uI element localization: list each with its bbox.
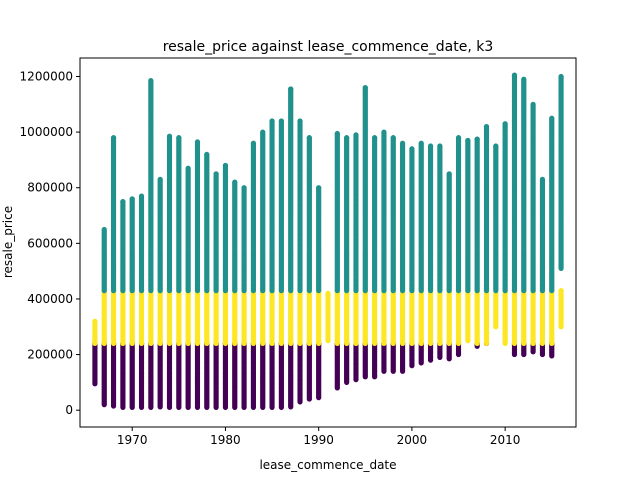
series-low (92, 340, 555, 411)
data-point (166, 133, 173, 139)
data-point (110, 135, 117, 141)
data-point (194, 139, 201, 145)
data-point (157, 176, 163, 182)
data-point (138, 193, 145, 199)
data-point (120, 199, 126, 205)
data-point (325, 290, 331, 296)
data-point (558, 288, 564, 294)
data-point (92, 318, 98, 324)
series-mid (92, 288, 564, 347)
data-point (129, 196, 135, 202)
series-high (101, 72, 564, 294)
data-point (101, 226, 107, 233)
data-point (148, 78, 154, 84)
data-point (185, 165, 191, 171)
chart-title: resale_price against lease_commence_date… (163, 39, 494, 55)
data-point (176, 135, 182, 141)
plot-area (92, 72, 564, 411)
